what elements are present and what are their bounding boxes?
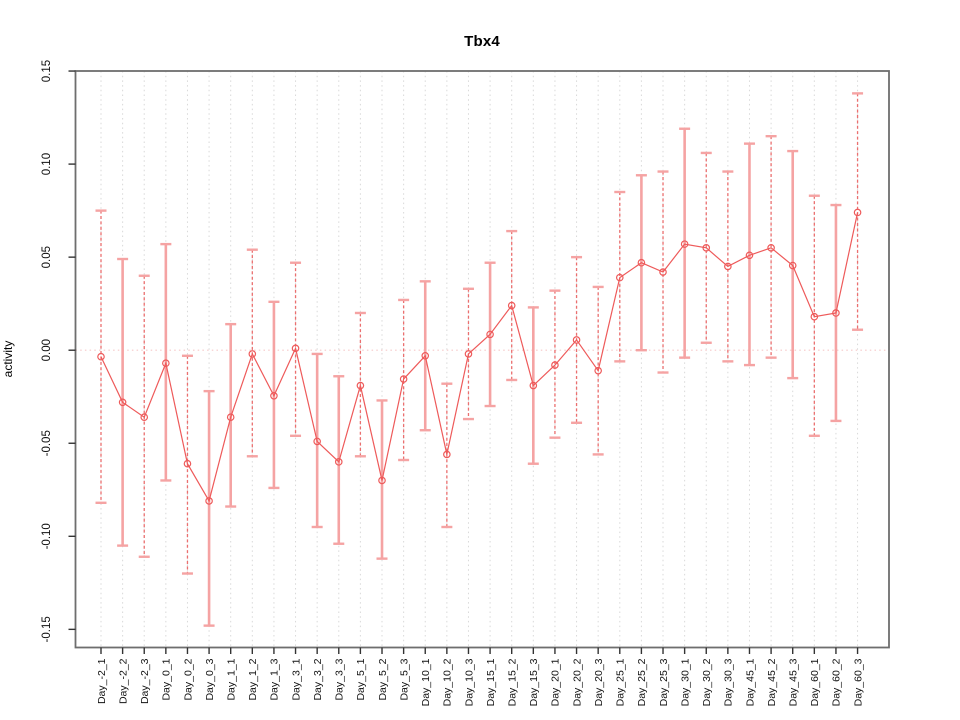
data-point (745, 251, 754, 260)
x-tick-label: Day_20_2 (571, 658, 583, 706)
data-point (443, 450, 451, 459)
data-point (788, 261, 797, 270)
x-tick-label: Day_60_3 (852, 658, 864, 706)
x-tick-label: Day_3_3 (334, 658, 346, 700)
data-point (572, 336, 581, 344)
y-tick-label: 0.15 (41, 60, 53, 82)
x-tick-label: Day_20_3 (593, 658, 605, 706)
data-point (140, 413, 149, 421)
x-tick-label: Day_60_2 (831, 658, 843, 706)
error-bars (95, 92, 864, 627)
x-tick-label: Day_-2_3 (139, 658, 151, 704)
data-point (118, 398, 127, 407)
x-tick-label: Day_1_2 (247, 658, 259, 700)
data-point (313, 437, 321, 446)
data-point (486, 330, 494, 339)
gridlines (100, 71, 859, 648)
x-tick-label: Day_5_2 (377, 658, 389, 700)
x-tick-label: Day_25_2 (636, 658, 648, 706)
y-tick-label: -0.15 (41, 616, 53, 642)
data-point (551, 361, 559, 369)
data-point (594, 366, 602, 375)
x-tick-label: Day_15_1 (485, 658, 497, 706)
data-point (810, 312, 819, 321)
x-tick-label: Day_15_2 (507, 658, 519, 706)
x-tick-label: Day_-2_2 (117, 658, 129, 704)
x-tick-label: Day_3_2 (312, 658, 324, 700)
x-tick-label: Day_30_3 (723, 658, 735, 706)
y-tick-label: -0.10 (41, 523, 53, 549)
x-tick-label: Day_45_3 (788, 658, 800, 706)
axis-box (74, 70, 890, 649)
data-point (248, 350, 257, 358)
x-tick-label: Day_0_3 (204, 658, 216, 700)
x-tick-label: Day_45_2 (766, 658, 778, 706)
data-point (97, 352, 105, 361)
y-tick-label: 0.10 (41, 153, 53, 175)
x-tick-label: Day_0_1 (161, 658, 173, 700)
data-point (853, 208, 862, 217)
x-tick-label: Day_-2_1 (96, 658, 108, 704)
x-tick-label: Day_3_1 (290, 658, 302, 700)
x-axis-ticks: Day_-2_1 Day_-2_2 Day_-2_3 Day_0_1 Day_0_2 Da… (96, 647, 864, 706)
data-point (464, 350, 473, 358)
data-point (356, 381, 365, 390)
x-tick-label: Day_30_1 (679, 658, 691, 706)
data-points (97, 208, 862, 505)
data-point (702, 244, 711, 252)
data-point (378, 476, 386, 485)
x-tick-label: Day_1_1 (225, 658, 237, 700)
y-tick-label: -0.05 (41, 430, 53, 456)
data-point (637, 258, 646, 267)
data-point (226, 413, 235, 421)
x-tick-label: Day_0_2 (182, 658, 194, 700)
x-tick-label: Day_15_3 (528, 658, 540, 706)
x-tick-label: Day_10_1 (420, 658, 432, 706)
data-point (680, 240, 689, 248)
x-tick-label: Day_5_3 (398, 658, 410, 700)
x-tick-label: Day_10_3 (463, 658, 475, 706)
x-tick-label: Day_25_3 (658, 658, 670, 706)
data-point (183, 459, 192, 468)
data-point (659, 268, 667, 276)
y-tick-label: 0.05 (41, 246, 53, 268)
data-point (205, 497, 213, 505)
y-tick-label: 0.00 (41, 339, 53, 361)
x-tick-label: Day_60_1 (809, 658, 821, 706)
x-tick-label: Day_25_1 (615, 658, 627, 706)
x-tick-label: Day_45_1 (744, 658, 756, 706)
x-tick-label: Day_5_1 (355, 658, 367, 700)
data-point (421, 351, 430, 360)
x-tick-label: Day_10_2 (442, 658, 454, 706)
y-axis-ticks: 0.15 0.10 0.05 0.00 -0.05 -0.10 -0.15 (41, 60, 76, 642)
data-point (832, 309, 840, 317)
chart-title: Tbx4 (464, 33, 500, 50)
data-point (529, 381, 538, 390)
data-point (334, 458, 343, 466)
data-point (767, 244, 775, 252)
data-point (162, 359, 170, 368)
data-point (270, 391, 278, 400)
x-tick-label: Day_1_3 (269, 658, 281, 700)
x-tick-label: Day_30_2 (701, 658, 713, 706)
data-point (507, 301, 516, 310)
data-point (291, 344, 300, 353)
data-point (399, 375, 408, 383)
series-line (100, 212, 859, 503)
data-point (615, 273, 624, 282)
data-point (724, 262, 732, 271)
x-tick-label: Day_20_1 (550, 658, 562, 706)
